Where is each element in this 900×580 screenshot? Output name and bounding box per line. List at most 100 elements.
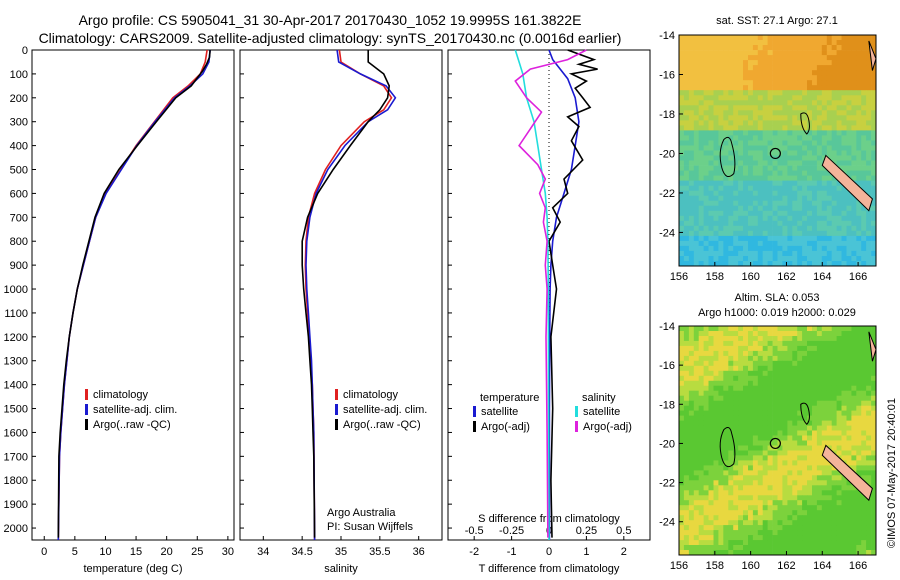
map-cell (816, 440, 823, 446)
map-cell (792, 35, 798, 41)
map-cell (777, 350, 783, 357)
map-cell (797, 415, 803, 421)
map-cell (748, 80, 754, 86)
map-cell (821, 510, 828, 516)
map-cell (708, 460, 714, 466)
map-cell (762, 45, 768, 51)
map-cell (757, 215, 764, 222)
map-cell (787, 540, 793, 546)
map-cell (866, 135, 872, 141)
map-cell (752, 210, 759, 217)
map-cell (797, 355, 803, 362)
map-cell (767, 240, 773, 247)
map-cell (826, 400, 833, 407)
map-cell (748, 450, 754, 456)
map-cell (831, 261, 837, 267)
map-cell (713, 210, 719, 217)
map-cell (851, 405, 857, 412)
map-cell (812, 435, 818, 441)
map-cell (802, 550, 808, 556)
map-cell (713, 530, 719, 536)
map-cell (856, 390, 862, 397)
map-cell (787, 160, 793, 166)
map-cell (792, 115, 798, 121)
map-cell (851, 160, 857, 166)
series-line-climatology (304, 49, 393, 541)
map-cell (787, 70, 793, 76)
map-cell (797, 395, 803, 402)
map-cell (846, 360, 852, 367)
map-cell (787, 370, 793, 377)
map-cell (762, 400, 768, 407)
map-cell (683, 460, 690, 466)
map-cell (831, 55, 837, 61)
map-cell (733, 390, 739, 397)
map-cell (698, 415, 704, 421)
map-cell (816, 125, 823, 131)
map-cell (757, 505, 764, 511)
map-cell (802, 245, 808, 252)
map-cell (738, 60, 744, 66)
lon-tick-label: 166 (849, 560, 867, 572)
map-cell (856, 380, 862, 387)
map-cell (821, 150, 828, 156)
map-cell (871, 150, 877, 156)
map-cell (831, 220, 837, 227)
map-cell (713, 460, 719, 466)
map-cell (777, 450, 783, 456)
map-cell (713, 215, 719, 222)
map-cell (861, 80, 867, 86)
map-cell (693, 450, 700, 456)
map-cell (821, 505, 828, 511)
map-cell (708, 175, 714, 181)
map-cell (861, 185, 867, 192)
map-cell (718, 405, 724, 412)
map-cell (718, 225, 724, 232)
map-cell (683, 405, 690, 412)
map-cell (683, 355, 690, 362)
map-cell (866, 415, 872, 421)
map-cell (718, 365, 724, 372)
map-cell (757, 175, 764, 181)
map-cell (866, 160, 872, 166)
map-cell (679, 165, 685, 171)
map-cell (708, 90, 714, 96)
map-cell (772, 70, 778, 76)
map-cell (826, 385, 833, 392)
map-cell (748, 355, 754, 362)
map-cell (752, 500, 759, 506)
map-cell (703, 375, 709, 382)
map-cell (767, 120, 773, 126)
map-cell (703, 205, 709, 212)
map-cell (846, 525, 852, 531)
map-cell (679, 470, 685, 476)
map-cell (846, 515, 852, 521)
map-cell (688, 175, 695, 181)
map-cell (748, 405, 754, 412)
map-cell (728, 530, 734, 536)
map-cell (816, 520, 823, 526)
map-cell (713, 470, 719, 476)
map-cell (797, 520, 803, 526)
map-cell (752, 215, 759, 222)
map-cell (797, 475, 803, 481)
map-cell (856, 340, 862, 347)
map-cell (826, 80, 833, 86)
map-cell (866, 475, 872, 481)
map-cell (846, 550, 852, 556)
map-cell (826, 520, 833, 526)
map-cell (826, 331, 833, 337)
map-cell (748, 390, 754, 397)
map-cell (782, 505, 788, 511)
map-cell (762, 40, 768, 46)
map-cell (767, 430, 773, 436)
map-cell (693, 420, 700, 426)
map-cell (723, 475, 729, 481)
map-cell (802, 515, 808, 521)
map-cell (797, 345, 803, 352)
map-cell (708, 326, 714, 332)
map-cell (738, 95, 744, 101)
map-cell (679, 250, 685, 257)
map-cell (826, 215, 833, 222)
map-cell (693, 170, 700, 176)
